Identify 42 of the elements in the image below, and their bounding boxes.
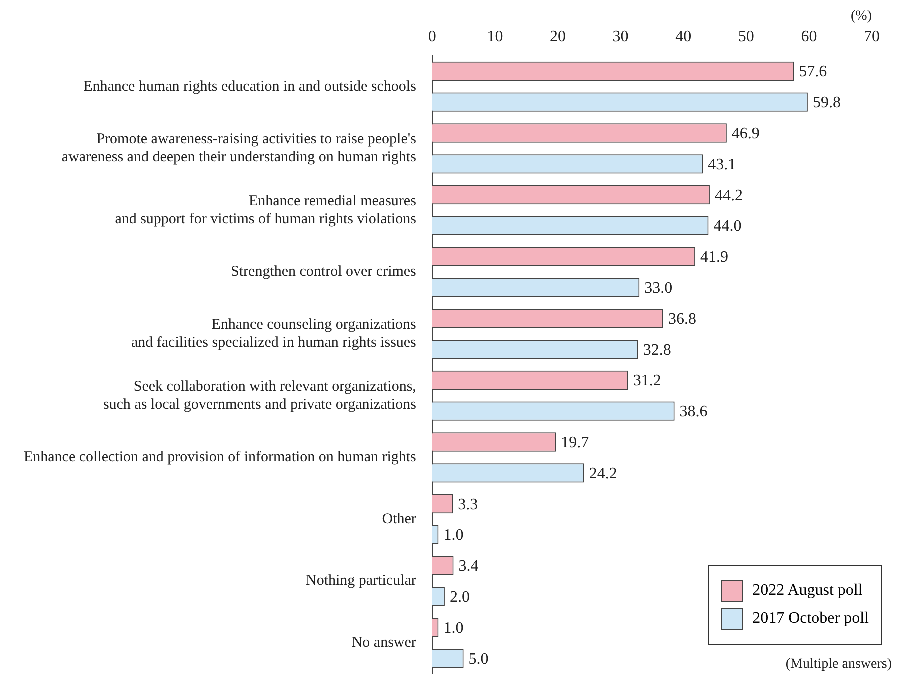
data-label: 31.2 xyxy=(633,372,662,390)
y-tick-label: Enhance human rights education in and outside schools xyxy=(84,78,417,95)
legend-label: 2017 October poll xyxy=(752,610,869,628)
x-tick-label: 10 xyxy=(487,28,504,46)
legend-label: 2022 August poll xyxy=(752,582,863,600)
data-label: 5.0 xyxy=(468,650,489,668)
data-label: 1.0 xyxy=(444,527,464,544)
x-axis-title: (%) xyxy=(851,9,872,24)
x-tick-label: 30 xyxy=(612,28,629,46)
y-tick-label: Seek collaboration with relevant organizations, such as local governments and private organizations xyxy=(103,378,417,413)
data-label: 3.3 xyxy=(458,496,478,514)
x-tick-label: 70 xyxy=(864,28,880,46)
data-label: 19.7 xyxy=(561,434,590,452)
data-label: 44.0 xyxy=(714,218,742,236)
x-tick-label: 20 xyxy=(550,28,566,46)
data-label: 32.8 xyxy=(643,342,672,359)
y-tick-label: Nothing particular xyxy=(306,573,416,590)
data-label: 2.0 xyxy=(450,588,470,606)
data-label: 46.9 xyxy=(732,125,760,142)
y-tick-label: Enhance remedial measures and support for victims of human rights violations xyxy=(115,193,417,228)
y-tick-label: No answer xyxy=(352,635,416,652)
data-label: 36.8 xyxy=(668,310,697,328)
data-label: 38.6 xyxy=(680,404,708,421)
x-tick-label: 50 xyxy=(738,28,754,46)
y-tick-label: Other xyxy=(382,511,416,528)
y-tick-label: Strengthen control over crimes xyxy=(231,264,417,280)
data-label: 44.2 xyxy=(714,187,743,204)
y-tick-label: Enhance collection and provision of information on human rights xyxy=(24,450,417,466)
data-label: 24.2 xyxy=(589,465,618,482)
data-label: 43.1 xyxy=(708,156,736,174)
y-tick-label: Enhance counseling organizations and facilities specialized in human rights issues xyxy=(131,317,417,352)
x-tick-label: 40 xyxy=(676,28,692,46)
data-label: 1.0 xyxy=(444,620,464,637)
annotation: (Multiple answers) xyxy=(786,657,892,673)
x-tick-label: 60 xyxy=(801,28,818,46)
data-label: 57.6 xyxy=(799,64,828,81)
data-label: 3.4 xyxy=(458,558,479,576)
y-tick-label: Promote awareness-raising activities to raise people's awareness and deepen their understanding on human rights xyxy=(62,132,417,166)
data-label: 59.8 xyxy=(812,94,841,112)
data-label: 33.0 xyxy=(644,280,673,297)
x-tick-label: 0 xyxy=(428,28,436,46)
data-label: 41.9 xyxy=(700,249,729,266)
